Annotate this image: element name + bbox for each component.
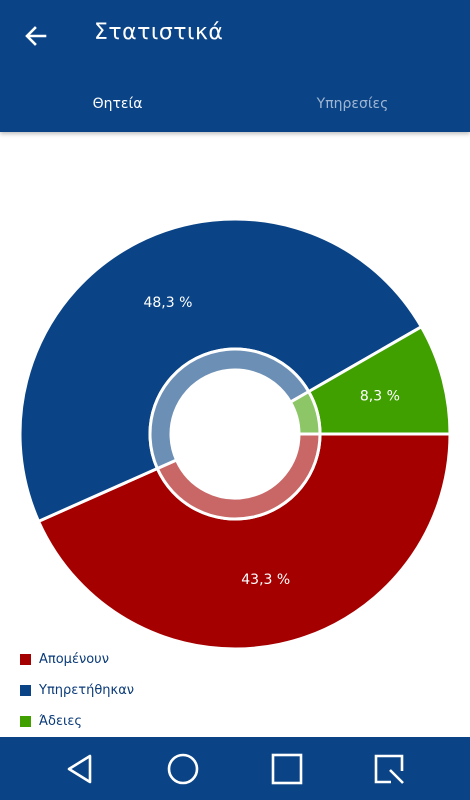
recents-square-icon <box>271 753 303 785</box>
slice-label: 43,3 % <box>241 572 290 588</box>
donut-chart: 43,3 % 48,3 % 8,3 % <box>18 217 452 651</box>
legend-item-remaining: Απομένουν <box>20 644 134 675</box>
donut-hole <box>171 370 299 498</box>
system-nav-bar <box>0 737 470 800</box>
nav-back-button[interactable] <box>58 747 102 791</box>
legend-swatch <box>20 685 31 696</box>
chart-legend: Απομένουν Υπηρετήθηκαν Άδειες <box>20 644 134 737</box>
back-triangle-icon <box>67 754 92 784</box>
legend-label: Υπηρετήθηκαν <box>39 683 135 698</box>
app-bar: Στατιστικά Θητεία Υπηρεσίες <box>0 0 470 132</box>
legend-label: Απομένουν <box>39 652 109 667</box>
legend-item-leaves: Άδειες <box>20 706 134 737</box>
nav-search-button[interactable] <box>367 747 411 791</box>
nav-home-button[interactable] <box>161 747 205 791</box>
arrow-left-icon <box>25 26 47 46</box>
tab-ypiresies[interactable]: Υπηρεσίες <box>235 84 470 124</box>
nav-recents-button[interactable] <box>265 747 309 791</box>
selected-tab-indicator <box>0 128 235 132</box>
slice-label: 48,3 % <box>143 295 192 311</box>
back-button[interactable] <box>18 18 54 54</box>
tab-thiteia[interactable]: Θητεία <box>0 84 235 124</box>
search-square-icon <box>374 754 404 784</box>
legend-swatch <box>20 716 31 727</box>
page-title: Στατιστικά <box>94 20 224 45</box>
home-circle-icon <box>167 753 199 785</box>
slice-label: 8,3 % <box>360 388 400 404</box>
tab-label: Θητεία <box>92 96 143 112</box>
legend-swatch <box>20 654 31 665</box>
legend-label: Άδειες <box>39 714 83 729</box>
legend-item-served: Υπηρετήθηκαν <box>20 675 134 706</box>
tab-label: Υπηρεσίες <box>316 96 389 112</box>
